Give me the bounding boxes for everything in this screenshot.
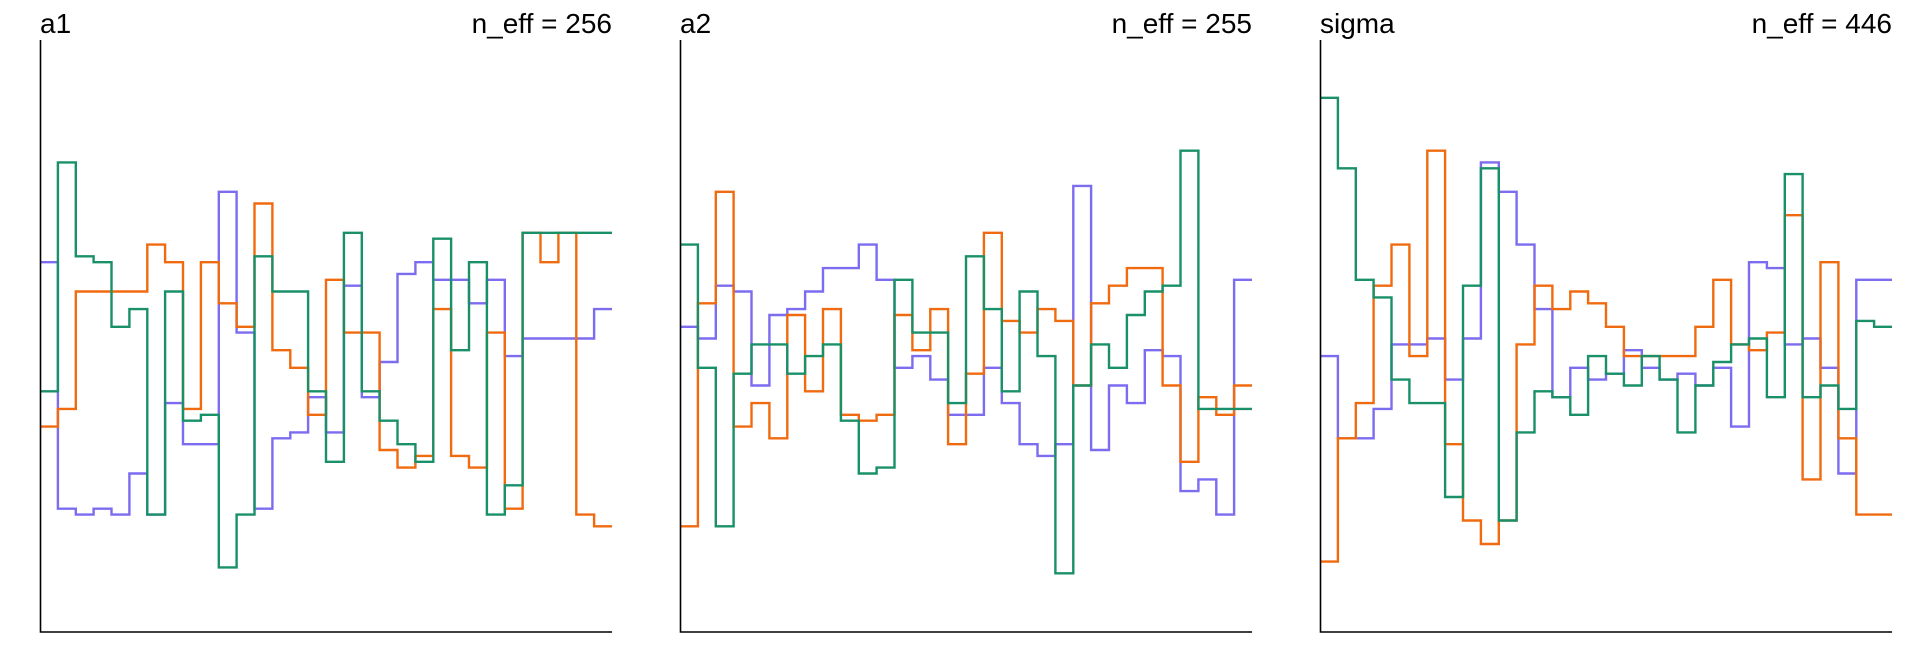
n-eff-label: n_eff = 256 (471, 8, 612, 39)
trace-panel-a2: a2 n_eff = 255 (679, 0, 1252, 672)
panel-title: a2 (680, 8, 712, 39)
trace-plot-a1 (39, 40, 612, 633)
panel-title: a1 (40, 8, 72, 39)
trace-chain-2 (1320, 149, 1892, 563)
n-eff-label: n_eff = 255 (1111, 8, 1252, 39)
trace-panel-a1: a1 n_eff = 256 (39, 0, 612, 672)
trace-chain-3 (680, 149, 1252, 575)
axis-lines (39, 40, 612, 633)
trace-chain-2 (40, 202, 612, 528)
trace-plot-sigma (1319, 40, 1892, 633)
trace-chain-2 (680, 190, 1252, 528)
trace-chain-3 (40, 161, 612, 569)
axis-lines (1319, 40, 1892, 633)
trace-panel-sigma: sigma n_eff = 446 (1319, 0, 1892, 672)
axis-lines (679, 40, 1252, 633)
trace-chain-3 (1320, 96, 1892, 522)
panel-title: sigma (1320, 8, 1395, 39)
trace-plot-a2 (679, 40, 1252, 633)
trace-chain-1 (680, 184, 1252, 516)
n-eff-label: n_eff = 446 (1751, 8, 1892, 39)
